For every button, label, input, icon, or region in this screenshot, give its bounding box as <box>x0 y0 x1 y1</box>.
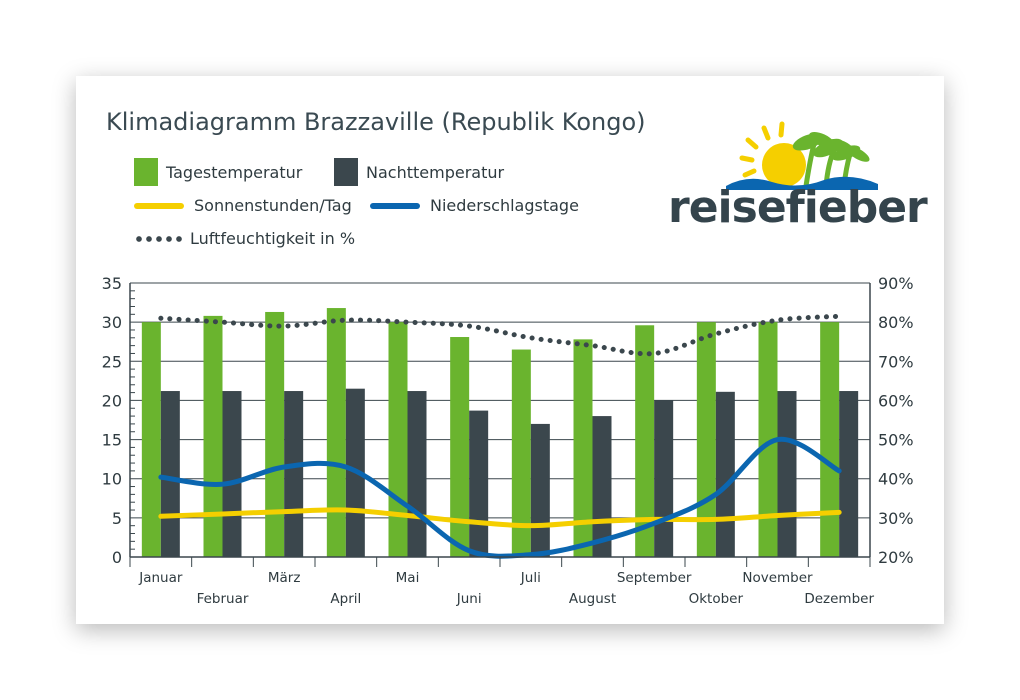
y-left-tick-label: 5 <box>112 509 122 528</box>
legend-item-luftfeuchtigkeit: Luftfeuchtigkeit in % <box>134 229 355 248</box>
month-label: Dezember <box>804 591 874 607</box>
y-right-tick-label: 70% <box>878 352 914 371</box>
month-label: Mai <box>396 570 420 586</box>
bar-tagestemperatur <box>758 322 778 557</box>
bar-tagestemperatur <box>511 349 531 557</box>
bar-tagestemperatur <box>203 315 223 557</box>
bar-nachttemperatur <box>407 391 427 557</box>
y-right-tick-label: 50% <box>878 431 914 450</box>
legend-label-niederschlagstage: Niederschlagstage <box>430 196 579 215</box>
month-label: April <box>330 591 361 607</box>
month-label: September <box>617 570 692 586</box>
bar-nachttemperatur <box>160 391 180 557</box>
legend-item-sonnenstunden: Sonnenstunden/Tag <box>134 196 352 215</box>
bar-tagestemperatur <box>573 339 593 557</box>
y-right-tick-label: 80% <box>878 313 914 332</box>
logo-text: reisefieber <box>668 182 928 233</box>
legend-item-tagestemperatur: Tagestemperatur <box>134 158 302 186</box>
y-left-tick-label: 25 <box>102 352 122 371</box>
y-left-tick-label: 35 <box>102 274 122 293</box>
bar-nachttemperatur <box>839 391 859 557</box>
bar-tagestemperatur <box>388 322 408 557</box>
line-sonnenstunden <box>158 507 842 529</box>
legend-item-nachttemperatur: Nachttemperatur <box>334 158 504 186</box>
legend-swatch-niederschlagstage <box>370 202 420 209</box>
bar-tagestemperatur <box>141 322 161 557</box>
bar-tagestemperatur <box>635 325 655 557</box>
bar-nachttemperatur <box>654 400 674 557</box>
month-label: August <box>569 591 616 607</box>
y-left-tick-label: 30 <box>102 313 122 332</box>
bar-nachttemperatur <box>222 391 242 557</box>
bar-tagestemperatur <box>450 337 470 557</box>
month-label: Februar <box>197 591 249 607</box>
y-left-tick-label: 15 <box>102 431 122 450</box>
bar-nachttemperatur <box>592 416 612 557</box>
y-right-tick-label: 30% <box>878 509 914 528</box>
legend-swatch-nachttemperatur <box>334 158 358 186</box>
legend-label-luftfeuchtigkeit: Luftfeuchtigkeit in % <box>190 229 356 248</box>
bar-tagestemperatur <box>326 308 346 557</box>
y-right-tick-label: 90% <box>878 274 914 293</box>
month-label: Juni <box>456 591 482 607</box>
month-label: November <box>742 570 813 586</box>
bar-nachttemperatur <box>777 391 797 557</box>
y-right-tick-label: 60% <box>878 391 914 410</box>
y-left-tick-label: 0 <box>112 548 122 567</box>
chart-title: Klimadiagramm Brazzaville (Republik Kong… <box>106 108 646 136</box>
legend-item-niederschlagstage: Niederschlagstage <box>370 196 579 215</box>
y-left-tick-label: 20 <box>102 391 122 410</box>
month-label: März <box>268 570 301 586</box>
bar-nachttemperatur <box>530 423 550 557</box>
line-niederschlagstage <box>158 436 842 559</box>
reisefieber-logo: reisefieber <box>668 120 928 240</box>
sun-palm-icon <box>726 121 878 190</box>
legend-swatch-sonnenstunden <box>134 202 184 209</box>
bar-nachttemperatur <box>715 391 735 557</box>
bar-nachttemperatur <box>469 410 489 557</box>
month-label: Januar <box>138 570 183 586</box>
bar-nachttemperatur <box>284 391 304 557</box>
y-right-tick-label: 20% <box>878 548 914 567</box>
y-left-tick-label: 10 <box>102 470 122 489</box>
legend-label-sonnenstunden: Sonnenstunden/Tag <box>194 196 352 215</box>
legend-swatch-luftfeuchtigkeit <box>134 235 182 242</box>
bar-tagestemperatur <box>820 322 840 557</box>
month-label: Oktober <box>689 591 744 607</box>
month-label: Juli <box>520 570 541 586</box>
bar-tagestemperatur <box>265 311 285 557</box>
line-luftfeuchtigkeit <box>158 313 842 357</box>
legend-label-tagestemperatur: Tagestemperatur <box>166 162 303 182</box>
legend-swatch-tagestemperatur <box>134 158 158 186</box>
legend-label-nachttemperatur: Nachttemperatur <box>366 162 505 182</box>
y-right-tick-label: 40% <box>878 470 914 489</box>
